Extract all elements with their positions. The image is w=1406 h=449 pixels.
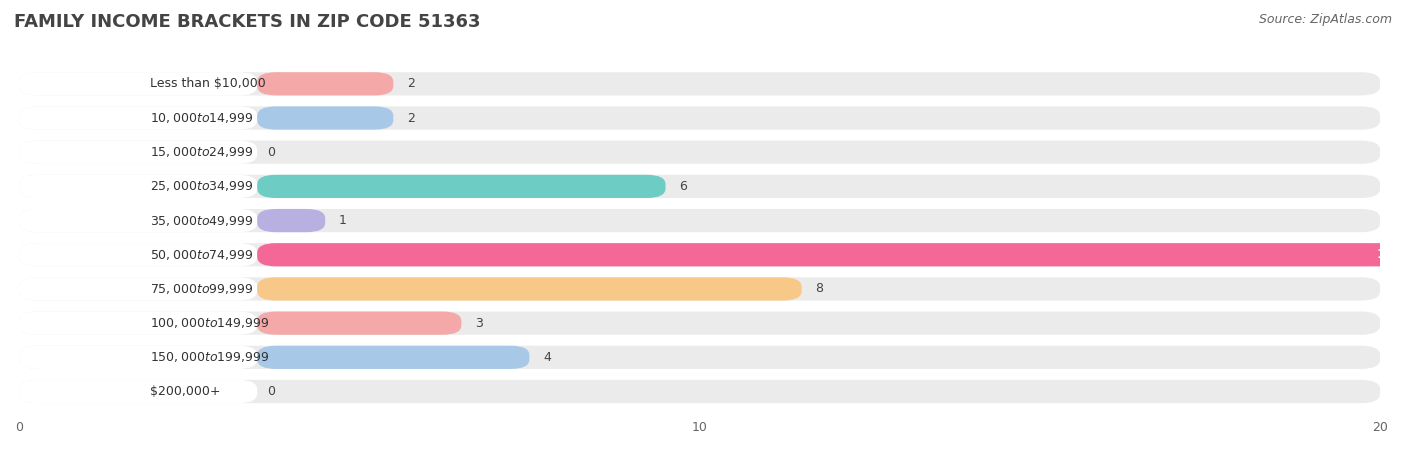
Text: 8: 8	[815, 282, 824, 295]
Text: FAMILY INCOME BRACKETS IN ZIP CODE 51363: FAMILY INCOME BRACKETS IN ZIP CODE 51363	[14, 13, 481, 31]
Text: 3: 3	[475, 317, 482, 330]
Text: $100,000 to $149,999: $100,000 to $149,999	[150, 316, 270, 330]
FancyBboxPatch shape	[20, 209, 257, 232]
FancyBboxPatch shape	[257, 346, 530, 369]
FancyBboxPatch shape	[20, 243, 1381, 266]
Text: 2: 2	[406, 111, 415, 124]
FancyBboxPatch shape	[257, 72, 394, 96]
FancyBboxPatch shape	[20, 380, 1381, 403]
FancyBboxPatch shape	[20, 243, 257, 266]
Text: 4: 4	[543, 351, 551, 364]
FancyBboxPatch shape	[20, 346, 1381, 369]
FancyBboxPatch shape	[257, 243, 1406, 266]
Text: 6: 6	[679, 180, 688, 193]
FancyBboxPatch shape	[20, 312, 1381, 335]
Text: 0: 0	[267, 146, 276, 158]
FancyBboxPatch shape	[257, 106, 394, 130]
FancyBboxPatch shape	[257, 175, 665, 198]
Text: $150,000 to $199,999: $150,000 to $199,999	[150, 350, 270, 364]
Text: $50,000 to $74,999: $50,000 to $74,999	[150, 248, 253, 262]
FancyBboxPatch shape	[20, 106, 257, 130]
Text: 1: 1	[339, 214, 347, 227]
FancyBboxPatch shape	[20, 141, 257, 164]
FancyBboxPatch shape	[20, 209, 1381, 232]
FancyBboxPatch shape	[257, 209, 325, 232]
FancyBboxPatch shape	[20, 175, 1381, 198]
Text: 0: 0	[267, 385, 276, 398]
Text: 17: 17	[1376, 248, 1393, 261]
FancyBboxPatch shape	[20, 346, 257, 369]
FancyBboxPatch shape	[20, 175, 257, 198]
Text: Less than $10,000: Less than $10,000	[150, 77, 266, 90]
FancyBboxPatch shape	[20, 312, 257, 335]
Text: 2: 2	[406, 77, 415, 90]
Text: $75,000 to $99,999: $75,000 to $99,999	[150, 282, 253, 296]
Text: $15,000 to $24,999: $15,000 to $24,999	[150, 145, 253, 159]
Text: $25,000 to $34,999: $25,000 to $34,999	[150, 180, 253, 194]
FancyBboxPatch shape	[257, 312, 461, 335]
Text: $10,000 to $14,999: $10,000 to $14,999	[150, 111, 253, 125]
FancyBboxPatch shape	[20, 141, 1381, 164]
FancyBboxPatch shape	[20, 72, 1381, 96]
FancyBboxPatch shape	[20, 277, 1381, 300]
FancyBboxPatch shape	[20, 277, 257, 300]
FancyBboxPatch shape	[20, 106, 1381, 130]
Text: Source: ZipAtlas.com: Source: ZipAtlas.com	[1258, 13, 1392, 26]
FancyBboxPatch shape	[20, 380, 257, 403]
Text: $35,000 to $49,999: $35,000 to $49,999	[150, 214, 253, 228]
FancyBboxPatch shape	[20, 72, 257, 96]
FancyBboxPatch shape	[257, 277, 801, 300]
Text: $200,000+: $200,000+	[150, 385, 221, 398]
